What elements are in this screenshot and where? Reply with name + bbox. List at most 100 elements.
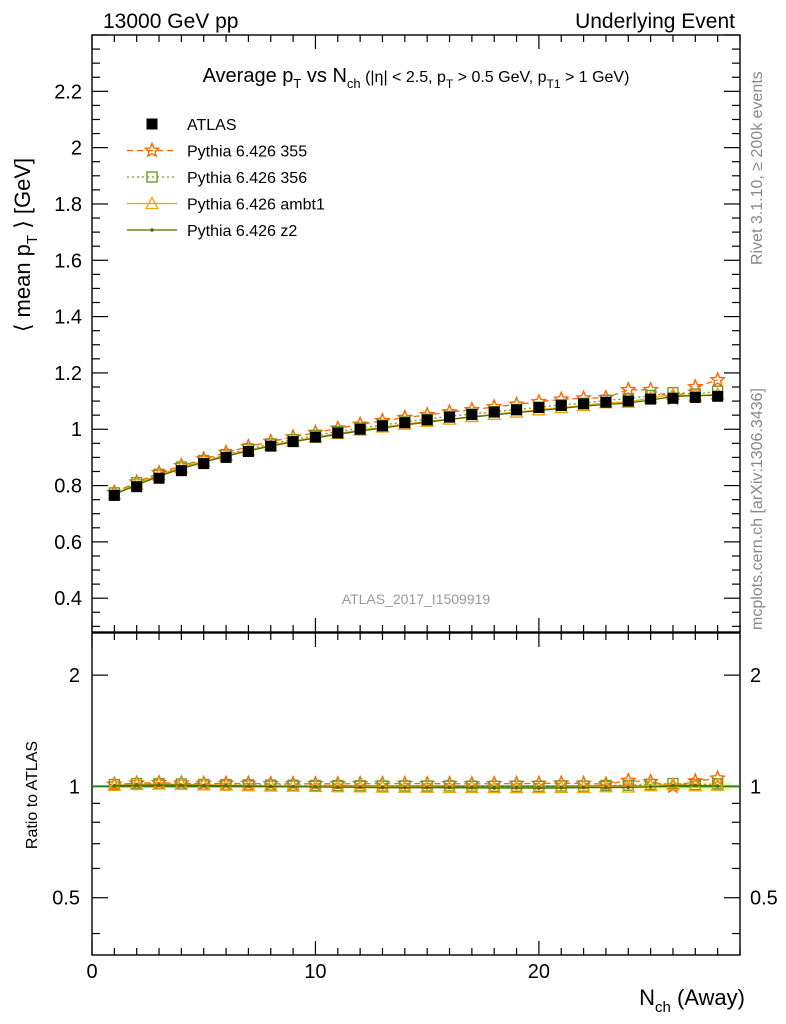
ratio-point	[425, 785, 429, 790]
ratio-axis-ticks: 0 10 20 0.5 0.5 1 1 2 2	[52, 633, 778, 983]
data-point	[265, 440, 277, 452]
ratio-series-line	[114, 777, 718, 788]
ratio-point	[375, 779, 390, 793]
header-right: Underlying Event	[575, 10, 735, 33]
data-point	[622, 395, 634, 407]
ratio-point	[514, 786, 519, 790]
legend-label: ATLAS	[187, 117, 237, 134]
data-point	[108, 489, 120, 501]
y-tick-label: 2.2	[54, 81, 82, 103]
legend-label: Pythia 6.426 355	[187, 144, 307, 161]
ratio-y-tick-label-right: 2	[750, 665, 761, 687]
ratio-point	[353, 779, 368, 793]
ratio-point	[201, 783, 206, 788]
data-point	[399, 417, 411, 429]
main-axis-ticks: 0.4 0.6 0.8 1 1.2 1.4 1.6 1.8 2 2.2	[54, 34, 741, 632]
legend-marker	[150, 228, 154, 232]
data-point	[444, 411, 456, 423]
data-point	[309, 431, 321, 443]
ratio-point	[134, 783, 139, 788]
x-tick-label: 10	[304, 961, 326, 983]
legend-item: Pythia 6.426 356	[127, 170, 307, 187]
data-point	[645, 393, 657, 405]
main-title: Average pT vs Nch (|η| < 2.5, pT > 0.5 G…	[203, 65, 630, 91]
ratio-point	[335, 785, 340, 790]
ratio-point	[537, 786, 541, 790]
y-tick-label: 1	[71, 419, 82, 441]
ratio-point	[179, 783, 184, 787]
y-tick-label: 1.4	[54, 307, 82, 329]
main-plot-frame	[91, 34, 741, 633]
legend-marker	[146, 171, 158, 183]
analysis-id-watermark: ATLAS_2017_I1509919	[342, 591, 491, 607]
ratio-plot-frame	[91, 632, 741, 956]
ratio-y-tick-label: 2	[69, 665, 80, 687]
y-tick-label: 0.4	[54, 588, 82, 610]
series-pythia-6-426-355	[105, 371, 727, 500]
ratio-point	[196, 777, 211, 791]
ratio-point	[559, 786, 564, 790]
data-point	[533, 402, 545, 414]
ratio-point	[358, 785, 362, 790]
ratio-point	[554, 780, 569, 794]
series-line	[114, 393, 718, 495]
ratio-point	[442, 780, 457, 794]
data-point	[709, 371, 727, 388]
y-tick-label: 1.2	[54, 363, 82, 385]
ratio-point	[470, 786, 474, 790]
ratio-point	[648, 785, 653, 789]
y-tick-label: 0.6	[54, 532, 82, 554]
ratio-y-tick-label-right: 1	[750, 776, 761, 798]
ratio-point	[157, 783, 161, 787]
ratio-point	[420, 779, 435, 793]
legend-item: Pythia 6.426 355	[127, 141, 307, 161]
series-atlas	[108, 390, 724, 501]
series-line	[114, 394, 718, 496]
ratio-y-tick-label: 0.5	[52, 888, 80, 910]
data-point	[354, 423, 366, 435]
ratio-point	[710, 777, 725, 791]
legend-label: Pythia 6.426 356	[187, 170, 307, 187]
ratio-point	[224, 783, 228, 788]
main-series-group	[105, 371, 727, 501]
ratio-point	[308, 779, 323, 793]
data-point	[466, 409, 478, 421]
data-point	[153, 472, 165, 484]
legend: ATLAS Pythia 6.426 355 Pythia 6.426 356 Pyt…	[127, 117, 325, 240]
ratio-point	[218, 777, 234, 791]
data-point	[175, 465, 187, 477]
ratio-point	[598, 779, 614, 793]
ratio-point	[604, 785, 608, 790]
ratio-point	[509, 780, 524, 794]
legend-label: Pythia 6.426 z2	[187, 223, 297, 240]
ratio-point	[487, 780, 502, 794]
ratio-y-tick-label: 1	[69, 776, 80, 798]
ratio-point	[129, 777, 144, 791]
series-pythia-6-426-z2	[112, 393, 720, 497]
y-tick-label: 2	[71, 138, 82, 160]
ratio-point	[447, 785, 452, 790]
data-point	[488, 406, 500, 418]
y-tick-label: 0.8	[54, 476, 82, 498]
header-left: 13000 GeV pp	[103, 10, 238, 33]
ratio-point	[291, 784, 295, 789]
ratio-point	[263, 778, 278, 792]
ratio-point	[330, 779, 345, 793]
main-y-axis-label: ⟨ mean pT ⟩ [GeV]	[10, 158, 41, 332]
ratio-y-tick-label-right: 0.5	[750, 888, 778, 910]
y-tick-label: 1.8	[54, 194, 82, 216]
series-line	[114, 379, 718, 494]
ratio-point	[286, 778, 301, 792]
data-point	[511, 404, 523, 416]
data-point	[578, 398, 590, 410]
ratio-point	[268, 784, 273, 789]
legend-item: Pythia 6.426 z2	[127, 223, 297, 240]
ratio-point	[581, 785, 586, 790]
ratio-point	[174, 777, 189, 791]
ratio-point	[619, 771, 637, 788]
data-point	[220, 451, 232, 463]
ratio-point	[621, 779, 636, 793]
data-point	[131, 481, 143, 493]
ratio-point	[151, 776, 167, 790]
